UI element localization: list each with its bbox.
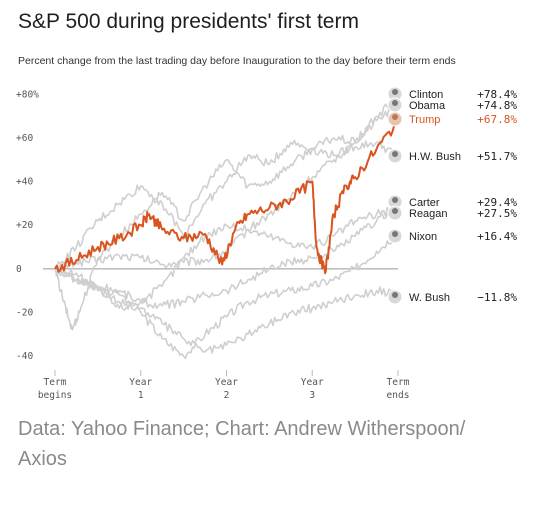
x-tick-label: Term: [44, 377, 67, 388]
series-name-label: Carter: [409, 197, 440, 209]
sp500-line-chart: +80% +60 +40 +20 0 -20 -40 Term begins Year 1 Year…: [16, 86, 517, 401]
y-tick-label: +20: [16, 220, 33, 231]
avatar-head-icon: [392, 292, 398, 298]
background-series: [54, 97, 399, 360]
series-name-label: Reagan: [409, 208, 448, 220]
label-clinton: Clinton +78.4%: [387, 86, 517, 102]
series-line-clinton: [54, 97, 399, 274]
series-name-label: Nixon: [409, 231, 437, 243]
page-title: S&P 500 during presidents' first term: [18, 10, 359, 33]
highlight-series: [54, 117, 399, 275]
series-line-trump: [54, 117, 399, 275]
y-tick-label: +60: [16, 133, 33, 144]
series-value-label: +29.4%: [477, 196, 517, 209]
x-tick-sublabel: 1: [138, 390, 144, 401]
label-carter: Carter +29.4%: [387, 194, 517, 210]
series-labels: Clinton +78.4% Obama +74.8% Trump +67.8% H.W. …: [387, 86, 517, 305]
series-name-label: H.W. Bush: [409, 151, 461, 163]
x-tick-label: Year: [215, 377, 238, 388]
series-name-label: W. Bush: [409, 292, 450, 304]
x-tick-label: Year: [301, 377, 324, 388]
y-tick-label: -40: [16, 351, 33, 362]
avatar-head-icon: [392, 197, 398, 203]
y-axis-ticks: +80% +60 +40 +20 0 -20 -40: [16, 89, 398, 362]
label-w-bush: W. Bush −11.8%: [387, 289, 517, 305]
y-tick-label: +80%: [16, 89, 39, 100]
series-value-label: +74.8%: [477, 99, 517, 112]
label-reagan: Reagan +27.5%: [387, 205, 517, 221]
avatar-head-icon: [392, 89, 398, 95]
avatar-head-icon: [392, 231, 398, 237]
series-value-label: +51.7%: [477, 150, 517, 163]
series-value-label: +67.8%: [477, 113, 517, 126]
label-h-w-bush: H.W. Bush +51.7%: [387, 148, 517, 164]
x-tick-label: Year: [129, 377, 152, 388]
x-tick-sublabel: begins: [38, 390, 72, 401]
series-line-carter: [54, 203, 399, 309]
label-trump: Trump +67.8%: [387, 111, 517, 127]
series-name-label: Clinton: [409, 89, 443, 101]
series-name-label: Obama: [409, 100, 446, 112]
y-tick-label: -20: [16, 307, 33, 318]
avatar-head-icon: [392, 114, 398, 120]
x-tick-sublabel: 3: [309, 390, 315, 401]
series-value-label: +27.5%: [477, 207, 517, 220]
x-tick-sublabel: 2: [224, 390, 230, 401]
avatar-head-icon: [392, 100, 398, 106]
series-line-w-bush: [54, 264, 399, 354]
x-axis-ticks: Term begins Year 1 Year 2 Year 3 Term ends: [38, 370, 410, 401]
series-line-nixon: [54, 232, 399, 360]
avatar-head-icon: [392, 208, 398, 214]
source-credit: Data: Yahoo Finance; Chart: Andrew Withe…: [18, 418, 466, 470]
series-value-label: +16.4%: [477, 230, 517, 243]
y-tick-label: +40: [16, 177, 33, 188]
label-obama: Obama +74.8%: [387, 97, 517, 113]
avatar-head-icon: [392, 151, 398, 157]
x-tick-sublabel: ends: [387, 390, 410, 401]
x-tick-label: Term: [387, 377, 410, 388]
y-tick-label: 0: [16, 264, 22, 275]
series-value-label: −11.8%: [477, 291, 517, 304]
label-nixon: Nixon +16.4%: [387, 228, 517, 244]
series-name-label: Trump: [409, 114, 440, 126]
series-line-obama: [54, 104, 399, 331]
chart-subtitle: Percent change from the last trading day…: [18, 55, 456, 67]
series-line-h-w-bush: [54, 139, 399, 270]
series-value-label: +78.4%: [477, 88, 517, 101]
series-line-reagan: [54, 206, 399, 311]
